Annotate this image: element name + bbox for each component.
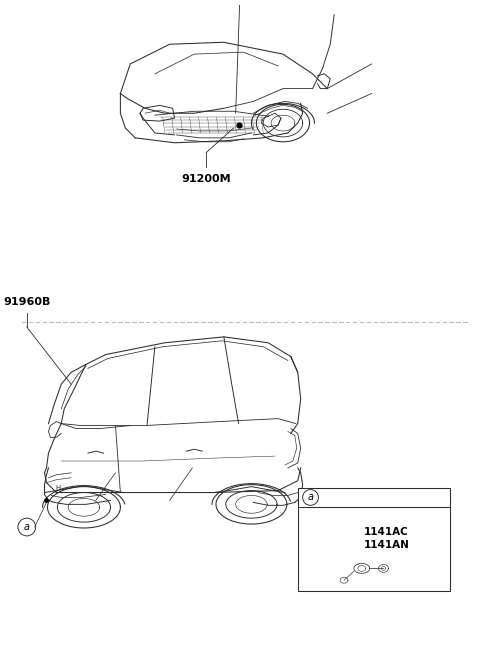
Text: 1141AC: 1141AC [364,527,408,537]
Text: a: a [24,522,30,532]
Text: H: H [56,485,61,491]
Bar [298,487,450,591]
Text: 91960B: 91960B [3,297,50,307]
Text: a: a [308,493,313,502]
Text: 91200M: 91200M [181,174,231,184]
Text: 1141AN: 1141AN [363,540,409,550]
